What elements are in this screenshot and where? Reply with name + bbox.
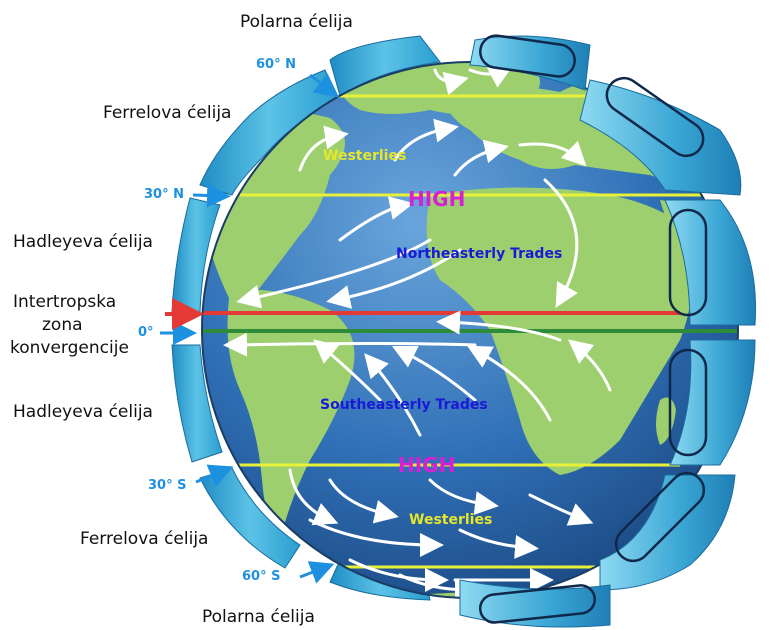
label-ferrel-cell-south: Ferrelova ćelija: [80, 529, 209, 549]
label-lat-0: 0°: [138, 325, 154, 340]
wind-arrow: [436, 310, 562, 342]
wind-arrow: [567, 339, 612, 392]
label-ferrel-cell-north: Ferrelova ćelija: [103, 103, 232, 123]
wind-arrow: [393, 118, 459, 162]
wind-arrow: [313, 339, 382, 402]
cell-loop-polar-north: [479, 34, 576, 78]
wind-arrow: [453, 139, 509, 177]
wind-arrows: [223, 65, 612, 598]
cell-loop-hadley-south: [668, 348, 708, 457]
hadley-cell-band-north-right: [664, 199, 757, 326]
cell-loop-hadley-north: [668, 208, 708, 317]
wind-arrow: [528, 493, 594, 526]
wind-arrow: [326, 248, 462, 309]
label-lat-60s: 60° S: [242, 569, 281, 584]
label-northeast-trades: Northeasterly Trades: [396, 246, 563, 262]
label-polar-cell-south: Polarna ćelija: [202, 607, 315, 627]
ferrel-cell-band-south-left: [199, 467, 301, 569]
wind-arrow: [298, 125, 349, 172]
wind-arrow: [467, 345, 552, 422]
label-hadley-cell-north: Hadleyeva ćelija: [13, 232, 153, 252]
label-westerlies-south: Westerlies: [409, 512, 493, 528]
label-lat-60n: 60° N: [256, 57, 296, 72]
label-high-south: HIGH: [398, 453, 456, 477]
cell-loop-polar-south: [478, 584, 597, 624]
label-itcz-line1: Intertropska: [13, 292, 117, 312]
label-itcz-line2: zona: [42, 315, 83, 335]
pointer-60s: [299, 561, 335, 584]
wind-arrow: [458, 528, 539, 559]
label-westerlies-north: Westerlies: [323, 148, 407, 164]
wind-arrow: [308, 518, 444, 557]
wind-arrow: [236, 238, 432, 309]
cell-loop-ferrel-south: [614, 471, 706, 563]
wind-arrow: [433, 68, 469, 96]
pointer-60n: [309, 73, 340, 98]
wind-arrow: [518, 140, 587, 167]
wind-arrow: [348, 558, 449, 592]
wind-arrow: [364, 353, 422, 437]
cell-loop-ferrel-north: [605, 76, 705, 158]
label-high-north: HIGH: [408, 187, 466, 211]
ferrel-cell-band-north-right: [579, 79, 742, 196]
latitude-pointers: [160, 73, 340, 584]
wind-arrow: [428, 478, 499, 516]
ferrel-cell-band-north-left: [199, 69, 339, 196]
label-polar-cell-north: Polarna ćelija: [240, 12, 353, 32]
pointer-30n: [192, 183, 231, 208]
wind-arrow: [543, 178, 579, 308]
pointer-30s: [195, 464, 234, 487]
wind-arrow: [391, 345, 477, 402]
wind-arrow: [328, 478, 399, 524]
wind-arrow: [338, 196, 414, 242]
label-lat-30n: 30° N: [144, 187, 184, 202]
right-cell-bands: [459, 34, 757, 628]
label-southeast-trades: Southeasterly Trades: [320, 397, 488, 413]
label-lat-30s: 30° S: [148, 478, 187, 493]
wind-arrow: [468, 65, 513, 88]
label-hadley-cell-south: Hadleyeva ćelija: [13, 402, 153, 422]
wind-arrow: [223, 332, 477, 357]
label-itcz-line3: konvergencije: [10, 338, 129, 358]
hadley-cell-band-south-left: [171, 344, 223, 463]
wind-arrow: [288, 468, 339, 526]
hadley-cell-band-south-right: [669, 339, 756, 466]
